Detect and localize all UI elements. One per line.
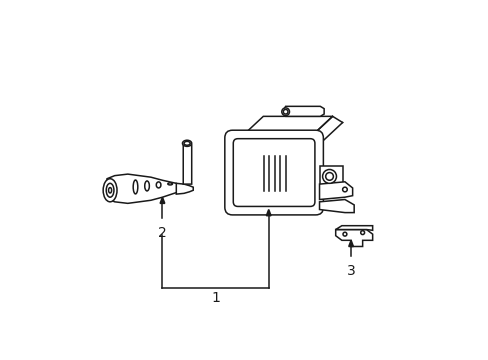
Ellipse shape <box>167 183 172 185</box>
Polygon shape <box>266 210 270 216</box>
Polygon shape <box>335 230 372 247</box>
Ellipse shape <box>106 183 114 197</box>
Polygon shape <box>107 174 182 203</box>
Ellipse shape <box>182 140 191 147</box>
Ellipse shape <box>183 141 190 145</box>
Text: 2: 2 <box>158 226 166 240</box>
Ellipse shape <box>322 170 336 183</box>
Ellipse shape <box>103 179 117 202</box>
Ellipse shape <box>108 188 111 193</box>
Polygon shape <box>176 183 193 194</box>
Ellipse shape <box>133 180 138 194</box>
Polygon shape <box>240 116 332 138</box>
Polygon shape <box>319 199 353 213</box>
FancyBboxPatch shape <box>224 130 323 215</box>
FancyBboxPatch shape <box>233 139 314 206</box>
Ellipse shape <box>325 172 333 180</box>
Polygon shape <box>160 197 164 203</box>
Ellipse shape <box>342 187 346 192</box>
Polygon shape <box>335 226 372 230</box>
Polygon shape <box>309 138 319 207</box>
Polygon shape <box>348 240 353 247</box>
Text: 1: 1 <box>211 291 220 305</box>
Polygon shape <box>283 106 324 116</box>
Polygon shape <box>320 166 343 187</box>
Polygon shape <box>319 182 352 199</box>
Ellipse shape <box>342 232 346 236</box>
Text: 3: 3 <box>346 264 355 278</box>
Ellipse shape <box>156 182 161 188</box>
Ellipse shape <box>281 108 289 116</box>
Polygon shape <box>183 142 191 184</box>
Ellipse shape <box>360 231 364 235</box>
Ellipse shape <box>144 181 149 191</box>
Ellipse shape <box>283 109 287 114</box>
